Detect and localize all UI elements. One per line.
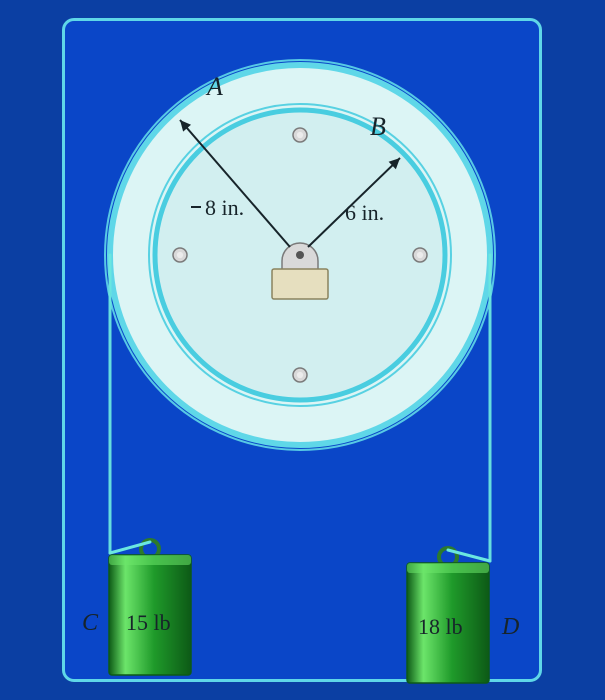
diagram-stage	[0, 0, 605, 700]
label-radius-8: 8 in.	[205, 195, 244, 221]
diagram-svg	[0, 0, 605, 700]
label-weight-D: 18 lb	[418, 614, 463, 640]
label-C: C	[82, 610, 98, 637]
label-B: B	[370, 112, 386, 142]
label-weight-C: 15 lb	[126, 610, 171, 636]
label-D: D	[502, 614, 519, 641]
label-A: A	[207, 72, 223, 102]
label-radius-6: 6 in.	[345, 200, 384, 226]
